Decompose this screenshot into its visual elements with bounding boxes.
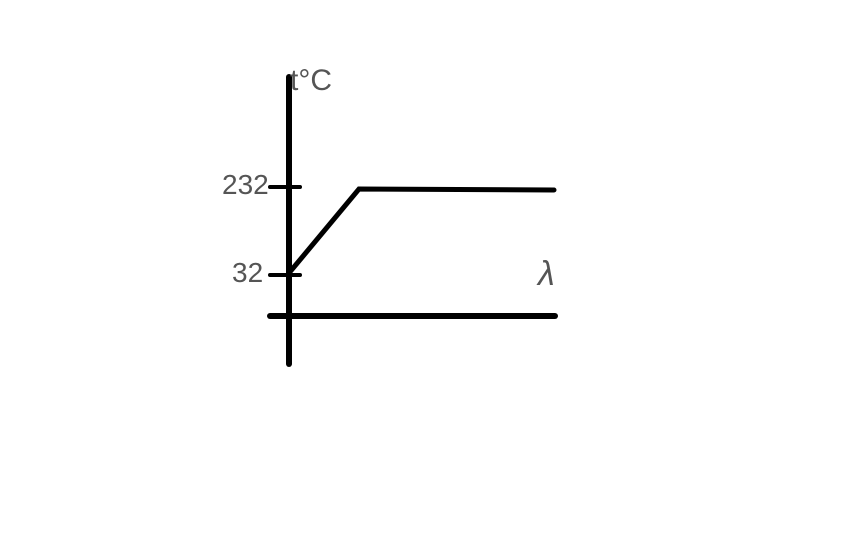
y-axis-title: t°C — [290, 64, 332, 97]
series-line — [289, 189, 554, 273]
y-tick-label-1: 232 — [222, 169, 269, 200]
x-axis-title: λ — [536, 255, 555, 293]
temperature-chart: 32 232 t°C λ — [0, 0, 864, 540]
y-tick-label-0: 32 — [232, 257, 263, 288]
